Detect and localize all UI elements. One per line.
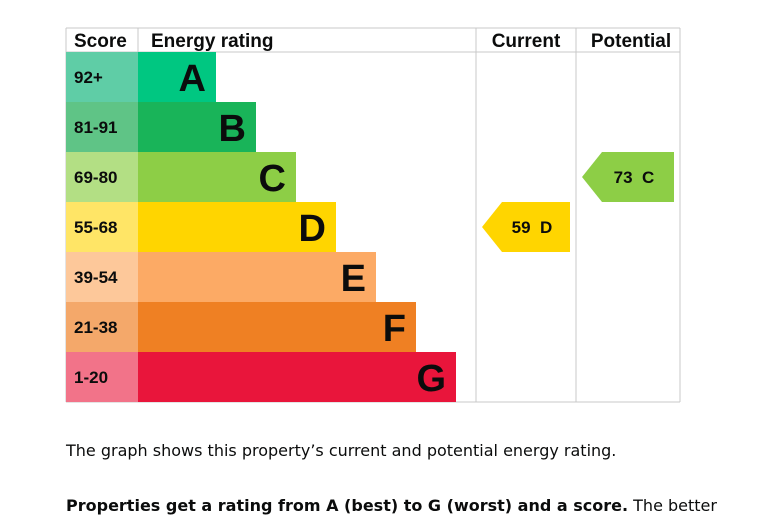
score-range-label: 92+ <box>74 68 103 87</box>
score-range-label: 69-80 <box>74 168 117 187</box>
band-letter: D <box>299 208 326 250</box>
arrow-shape <box>582 152 674 202</box>
column-headers: Score Energy rating Current Potential <box>74 31 671 52</box>
current-rating-arrow: 59 D <box>482 202 570 252</box>
band-bar <box>138 102 256 152</box>
band-letter: F <box>383 308 406 350</box>
band-d: 55-68 D <box>66 202 336 252</box>
header-current: Current <box>492 31 561 52</box>
score-cell <box>66 52 138 102</box>
score-range-label: 55-68 <box>74 218 117 237</box>
score-range-label: 1-20 <box>74 368 108 387</box>
band-g: 1-20 G <box>66 352 456 402</box>
rating-explanation: Properties get a rating from A (best) to… <box>66 495 717 517</box>
band-a: 92+ A <box>66 52 216 102</box>
band-letter: C <box>259 158 286 200</box>
chart-description: The graph shows this property’s current … <box>66 441 617 460</box>
rating-arrows: 59 D 73 C <box>482 152 674 252</box>
band-bar <box>138 152 296 202</box>
score-range-label: 21-38 <box>74 318 117 337</box>
band-bar <box>138 52 216 102</box>
energy-rating-chart: Score Energy rating Current Potential 92… <box>65 27 681 403</box>
band-letter: G <box>416 358 446 400</box>
header-potential: Potential <box>591 31 671 52</box>
arrow-shape <box>482 202 570 252</box>
band-bar <box>138 202 336 252</box>
rating-explanation-rest: The better <box>628 496 717 515</box>
band-letter: B <box>219 108 246 150</box>
band-letter: E <box>341 258 366 300</box>
score-cell <box>66 102 138 152</box>
band-b: 81-91 B <box>66 102 256 152</box>
arrow-label: 59 D <box>512 218 553 237</box>
score-cell <box>66 202 138 252</box>
arrow-label: 73 C <box>614 168 655 187</box>
potential-rating-arrow: 73 C <box>582 152 674 202</box>
band-e: 39-54 E <box>66 252 376 302</box>
band-letter: A <box>179 58 206 100</box>
band-c: 69-80 C <box>66 152 296 202</box>
rating-explanation-bold: Properties get a rating from A (best) to… <box>66 496 629 515</box>
band-bar <box>138 252 376 302</box>
score-cell <box>66 302 138 352</box>
band-bar <box>138 302 416 352</box>
score-cell <box>66 152 138 202</box>
score-cell <box>66 352 138 402</box>
score-range-label: 81-91 <box>74 118 117 137</box>
header-energy-rating: Energy rating <box>151 31 273 52</box>
band-bar <box>138 352 456 402</box>
header-score: Score <box>74 31 127 52</box>
band-f: 21-38 F <box>66 302 416 352</box>
score-cell <box>66 252 138 302</box>
score-range-label: 39-54 <box>74 268 118 287</box>
rating-bands: 92+ A 81-91 B 69-80 C 55-68 D 39-54 E 21-38 F 1-20 G <box>66 52 456 402</box>
